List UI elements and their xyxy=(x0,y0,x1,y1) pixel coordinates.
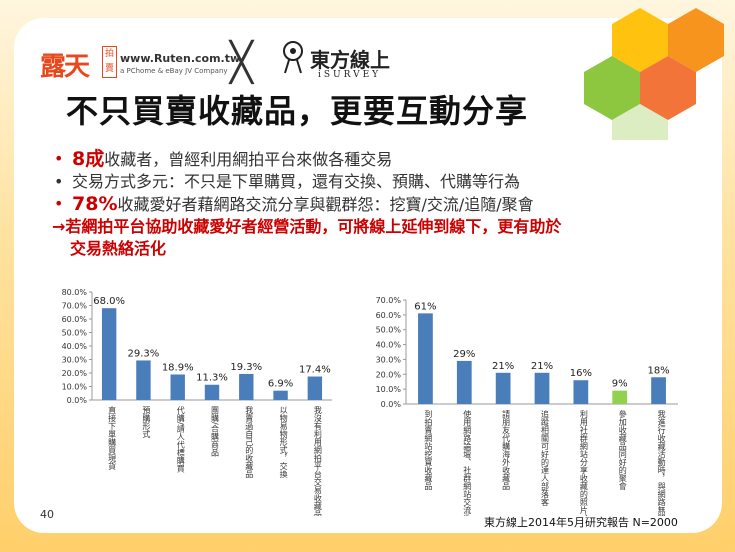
category-label: 追蹤相關可好的達人部落客 xyxy=(541,409,550,507)
bullet-3-text: 收藏愛好者藉網路交流分享與觀群怨：挖寶/交流/追隨/聚會 xyxy=(117,195,534,214)
category-label: 利用社群網站分享收藏的照片、心得 xyxy=(579,409,588,516)
bar xyxy=(573,380,589,404)
conclusion-line-2: 交易熱絡活化 xyxy=(70,239,167,258)
category-label: 以物易物形式，交換 xyxy=(279,406,288,479)
bar xyxy=(136,360,151,400)
y-tick-label: 60.0% xyxy=(62,315,88,324)
category-label: 我賣過自己的收藏品 xyxy=(245,405,254,479)
category-label: 團購/合購商品 xyxy=(211,406,220,458)
bullet-1: 8成收藏者，曾經利用網拍平台來做各種交易 xyxy=(52,148,712,171)
y-tick-label: 10.0% xyxy=(376,385,402,394)
category-label: 到拍賣網站挖寶收藏品 xyxy=(424,410,433,491)
y-tick-label: 40.0% xyxy=(376,341,402,350)
y-tick-label: 50.0% xyxy=(376,326,402,335)
bar xyxy=(495,372,511,404)
category-label: 參加收藏品同好的聚會 xyxy=(618,409,627,491)
category-label: 預購形式 xyxy=(142,406,151,438)
data-label: 61% xyxy=(414,301,436,312)
page-title: 不只買賣收藏品，更要互動分享 xyxy=(66,92,529,130)
bar xyxy=(101,308,117,400)
data-label: 9% xyxy=(612,379,628,390)
isurvey-logo-sub: iSURVEY xyxy=(318,70,382,80)
lutian-logo-tag: 拍賣 xyxy=(102,46,117,78)
category-label: 使用網路論壇、社群網站交流收藏品訊息 xyxy=(463,409,472,516)
y-tick-label: 0.0% xyxy=(381,400,402,409)
category-label: 我沒有利用網拍平台交易收藏品 xyxy=(313,405,322,516)
bullet-1-highlight: 8成 xyxy=(72,148,105,170)
y-tick-label: 30.0% xyxy=(62,356,88,365)
source-note: 東方線上2014年5月研究報告 N=2000 xyxy=(484,516,678,529)
y-tick-label: 20.0% xyxy=(62,369,88,378)
bar xyxy=(534,372,550,404)
y-tick-label: 50.0% xyxy=(62,329,88,338)
bar xyxy=(204,384,220,400)
data-label: 18.9% xyxy=(162,362,194,373)
bar xyxy=(307,376,323,400)
bullet-3-highlight: 78% xyxy=(72,193,118,215)
hexagon-lime xyxy=(612,104,668,140)
hexagon-orange-low xyxy=(640,56,696,120)
y-tick-label: 0.0% xyxy=(67,396,88,405)
y-tick-label: 10.0% xyxy=(62,383,88,392)
data-label: 19.3% xyxy=(230,362,262,373)
data-label: 6.9% xyxy=(268,379,293,390)
hexagon-green xyxy=(584,56,640,120)
category-label: 我進行收藏活動時，與網路無關 xyxy=(657,409,666,516)
y-tick-label: 70.0% xyxy=(376,296,402,305)
hexagon-orange xyxy=(668,8,724,72)
bar xyxy=(170,374,185,400)
conclusion-line-1: →若網拍平台協助收藏愛好者經營活動，可將線上延伸到線下，更有助於 xyxy=(52,217,562,236)
bar xyxy=(273,390,288,400)
chart-collection-methods: 0.0% 10.0% 20.0% 30.0% 40.0% 50.0% 60.0% 70.0% 8… xyxy=(62,288,332,516)
hexagon-yellow xyxy=(612,8,668,72)
bar xyxy=(239,373,254,400)
data-label: 17.4% xyxy=(299,365,331,376)
category-label: 請朋友代購海外收藏品 xyxy=(502,409,511,491)
bar xyxy=(456,360,472,404)
bar xyxy=(651,377,666,404)
y-tick-label: 70.0% xyxy=(62,302,88,311)
data-label: 68.0% xyxy=(93,296,125,307)
ruten-subtitle: a PChome & eBay JV Company xyxy=(120,67,228,75)
conclusion: →若網拍平台協助收藏愛好者經營活動，可將線上延伸到線下，更有助於 交易熱絡活化 xyxy=(52,216,712,260)
data-label: 29.3% xyxy=(128,348,160,359)
bullet-2: 交易方式多元：不只是下單購買，還有交換、預購、代購等行為 xyxy=(52,171,712,193)
y-tick-label: 80.0% xyxy=(62,288,88,297)
bullet-2-text: 交易方式多元：不只是下單購買，還有交換、預購、代購等行為 xyxy=(72,172,521,191)
category-label: 直接下單購買現貨 xyxy=(108,405,117,471)
bullet-3: 78%收藏愛好者藉網路交流分享與觀群怨：挖寶/交流/追隨/聚會 xyxy=(52,193,712,216)
lutian-logo: 露天 xyxy=(40,52,90,82)
data-label: 16% xyxy=(570,368,592,379)
bullet-list: 8成收藏者，曾經利用網拍平台來做各種交易 交易方式多元：不只是下單購買，還有交換… xyxy=(52,148,712,260)
cross-icon: ╳ xyxy=(230,40,253,84)
isurvey-emblem-icon xyxy=(283,41,303,74)
data-label: 21% xyxy=(531,361,553,372)
isurvey-logo-name: 東方線上 xyxy=(310,48,390,72)
y-tick-label: 40.0% xyxy=(62,342,88,351)
bar xyxy=(418,313,433,404)
y-tick-label: 30.0% xyxy=(376,355,402,364)
page-number: 40 xyxy=(40,508,54,521)
data-label: 21% xyxy=(492,361,514,372)
y-tick-label: 20.0% xyxy=(376,370,402,379)
bar xyxy=(612,390,628,404)
chart-network-activities: 0.0% 10.0% 20.0% 30.0% 40.0% 50.0% 60.0% 70.0% 6… xyxy=(376,296,678,516)
data-label: 29% xyxy=(453,349,475,360)
data-label: 11.3% xyxy=(196,373,228,384)
y-tick-label: 60.0% xyxy=(376,311,402,320)
ruten-url: www.Ruten.com.tw xyxy=(120,52,241,65)
bullet-1-text: 收藏者，曾經利用網拍平台來做各種交易 xyxy=(104,150,393,169)
data-label: 18% xyxy=(647,365,669,376)
category-label: 代購/請人代標購買 xyxy=(176,405,185,474)
